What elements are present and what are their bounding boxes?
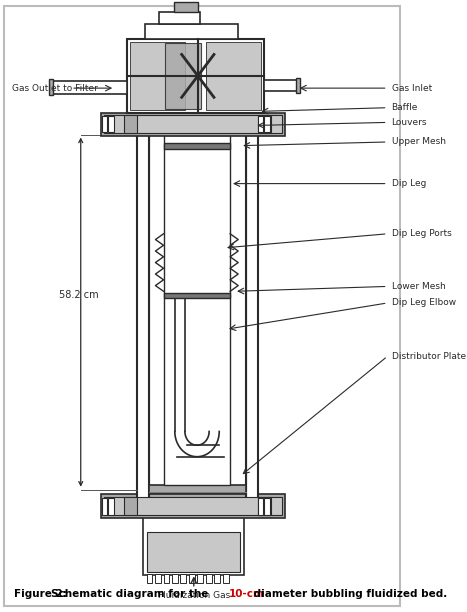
Bar [223, 574, 228, 583]
Bar [101, 113, 284, 136]
Text: Dip Leg Ports: Dip Leg Ports [392, 230, 452, 238]
Bar [198, 574, 203, 583]
Bar [49, 79, 53, 95]
Bar [130, 42, 185, 110]
Bar [246, 135, 258, 508]
Text: Fluidization Gas: Fluidization Gas [158, 591, 230, 600]
Bar [127, 39, 264, 113]
Text: Dip Leg: Dip Leg [392, 179, 426, 188]
Bar [102, 116, 107, 132]
Bar [102, 498, 107, 515]
Text: Louvers: Louvers [392, 118, 427, 127]
Text: 10-cm: 10-cm [229, 589, 265, 599]
Bar [214, 574, 220, 583]
Bar [189, 574, 195, 583]
Bar [258, 497, 271, 515]
Bar [172, 574, 177, 583]
Bar [124, 115, 137, 133]
Bar [137, 135, 149, 508]
Bar [52, 81, 127, 94]
Bar [180, 574, 186, 583]
Bar [108, 498, 114, 515]
Text: 58.2 cm: 58.2 cm [59, 290, 99, 300]
Text: Upper Mesh: Upper Mesh [392, 138, 446, 146]
Text: Gas Outlet to Filter: Gas Outlet to Filter [12, 84, 98, 92]
Bar [148, 532, 240, 572]
Text: Schematic diagram for the: Schematic diagram for the [51, 589, 212, 599]
Bar [145, 24, 238, 39]
Bar [104, 497, 282, 515]
Bar [101, 494, 284, 518]
Bar [163, 135, 230, 485]
Bar [104, 115, 282, 133]
Bar [165, 43, 201, 109]
Bar [258, 115, 271, 133]
Bar [159, 12, 200, 24]
Text: Dip Leg Elbow: Dip Leg Elbow [392, 299, 456, 307]
Bar [264, 116, 270, 132]
Bar [143, 508, 244, 575]
Text: Baffle: Baffle [392, 103, 418, 112]
Bar [124, 497, 137, 515]
Bar [163, 293, 230, 298]
Bar [206, 574, 212, 583]
Text: Distributor Plate: Distributor Plate [392, 352, 466, 360]
Bar [297, 78, 300, 93]
Text: Gas Inlet: Gas Inlet [392, 84, 432, 92]
Bar [147, 574, 152, 583]
Bar [163, 143, 230, 149]
Bar [258, 498, 263, 515]
Bar [264, 80, 297, 91]
Text: diameter bubbling fluidized bed.: diameter bubbling fluidized bed. [250, 589, 447, 599]
Text: Lower Mesh: Lower Mesh [392, 282, 446, 291]
Bar [206, 42, 261, 110]
Bar [163, 574, 169, 583]
Text: Figure 2:: Figure 2: [14, 589, 71, 599]
Bar [264, 498, 270, 515]
Bar [258, 116, 263, 132]
Bar [155, 574, 161, 583]
Bar [108, 116, 114, 132]
Bar [149, 485, 246, 493]
Bar [174, 2, 198, 12]
